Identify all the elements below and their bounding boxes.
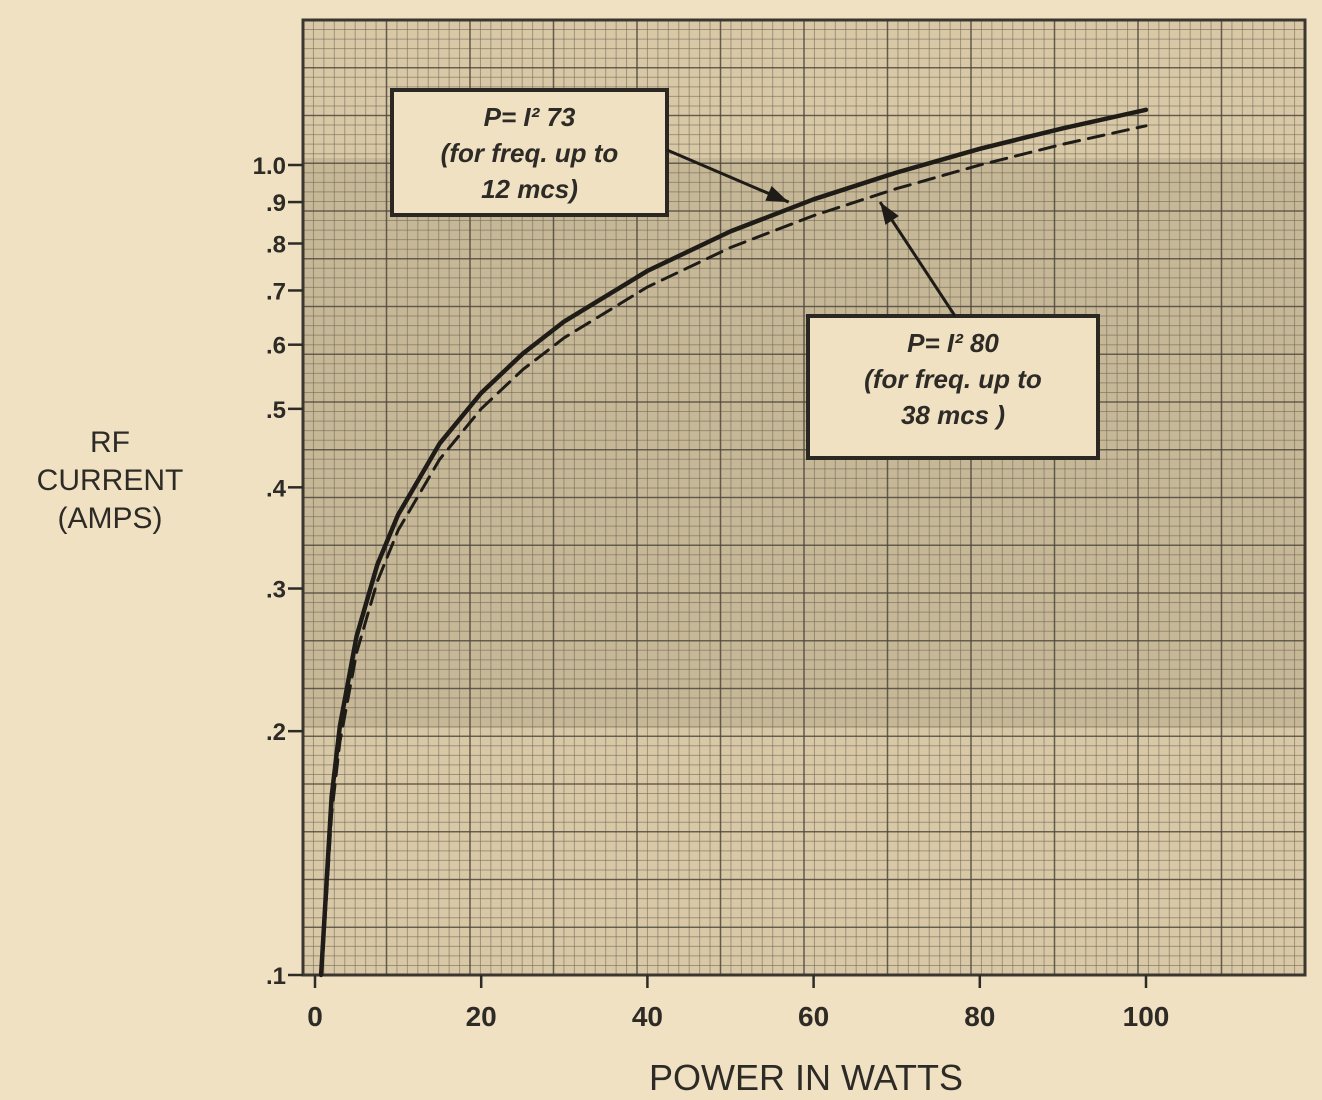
x-axis-title: POWER IN WATTS — [649, 1057, 963, 1098]
annotation-arrow — [666, 148, 790, 204]
annotation-text: (for freq. up to — [864, 364, 1042, 394]
y-axis-ticks: .1 .2 .3 .4 .5 .6 .7 .8 .9 1.0 — [253, 153, 303, 990]
y-axis-title-line-2: CURRENT — [37, 464, 184, 497]
y-tick-label: .1 — [266, 963, 286, 990]
x-tick-label: 40 — [632, 1001, 663, 1032]
y-tick-label: 1.0 — [253, 153, 286, 180]
annotation-layer: P= I² 73 (for freq. up to 12 mcs) P= I² 80 (… — [390, 88, 1100, 460]
annotation-frame — [390, 88, 669, 217]
y-tick-label: .7 — [266, 278, 286, 305]
series-dashed-line — [320, 124, 1148, 977]
y-tick-label: .3 — [266, 577, 286, 604]
x-tick-label: 100 — [1123, 1001, 1170, 1032]
x-tick-label: 60 — [798, 1001, 829, 1032]
annotation-frame — [806, 314, 1100, 460]
x-tick-label: 0 — [307, 1001, 323, 1032]
y-axis-title-line-1: RF — [90, 426, 130, 459]
plot-frame — [301, 18, 1307, 977]
y-tick-label: .2 — [266, 719, 286, 746]
y-tick-label: .9 — [266, 190, 286, 217]
x-tick-label: 20 — [466, 1001, 497, 1032]
annotation-text: P= I² 80 — [907, 328, 999, 358]
annotation-text: P= I² 73 — [484, 102, 576, 132]
y-tick-label: .4 — [266, 475, 287, 502]
y-tick-label: .6 — [266, 333, 286, 360]
x-tick-label: 80 — [964, 1001, 995, 1032]
annotation-text: (for freq. up to — [441, 138, 619, 168]
annotation-arrowhead — [765, 186, 789, 203]
y-tick-label: .8 — [266, 231, 286, 258]
annotation-box: P= I² 73 (for freq. up to 12 mcs) — [390, 88, 669, 217]
series-layer — [318, 107, 1149, 978]
y-axis-title-line-3: (AMPS) — [58, 502, 163, 535]
x-axis-ticks: 0 20 40 60 80 100 — [307, 975, 1169, 1032]
annotation-box: P= I² 80 (for freq. up to 38 mcs ) — [806, 314, 1100, 460]
annotation-text: 12 mcs) — [481, 174, 578, 204]
annotation-text: 38 mcs ) — [901, 400, 1005, 430]
annotation-arrow — [878, 201, 957, 317]
y-tick-label: .5 — [266, 397, 286, 424]
series-solid-line — [318, 107, 1149, 978]
annotation-arrowhead — [880, 202, 899, 225]
